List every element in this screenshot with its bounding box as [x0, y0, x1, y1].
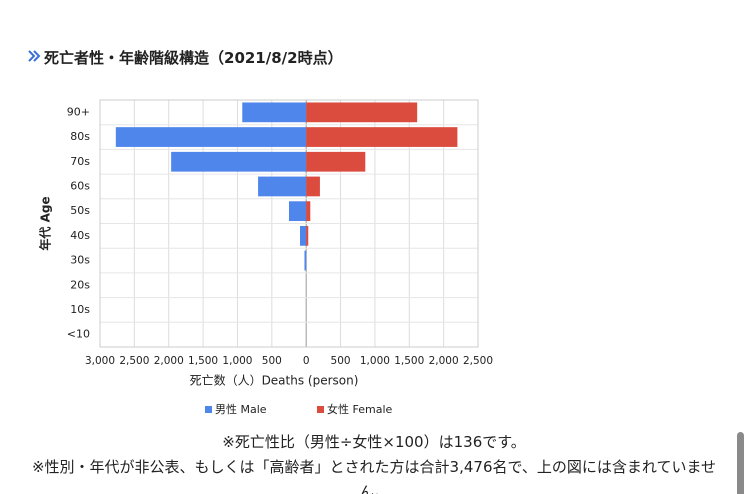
chart: 3,000 2,500 2,000 1,500 1,000 500 0 500 1,000 1,5… [38, 99, 493, 416]
bar [306, 201, 311, 222]
legend-label: 男性 Male [215, 402, 267, 416]
scrollbar[interactable] [737, 432, 744, 494]
bar [306, 127, 458, 147]
x-tick-label: 2,500 [119, 355, 149, 367]
plot-border [99, 99, 479, 348]
note: ※死亡性比（男性÷女性×100）は136です。 [222, 433, 526, 451]
bar [115, 127, 307, 147]
x-tick-label: 500 [331, 355, 351, 367]
y-tick-label: 20s [70, 278, 90, 291]
x-tick-label: 1,500 [188, 355, 218, 367]
note: ※性別・年代が非公表、もしくは「高齢者」とされた方は合計3,476名で、上の図に… [31, 458, 716, 494]
x-tick-label: 2,000 [154, 355, 184, 367]
bar [258, 176, 307, 197]
bar [289, 201, 307, 222]
bar [306, 151, 366, 172]
x-tick-label: 500 [262, 355, 282, 367]
x-axis-label: 死亡数（人）Deaths (person) [190, 373, 359, 388]
title-icon [28, 50, 41, 62]
y-tick-label: 10s [70, 303, 90, 316]
bar [306, 176, 320, 197]
x-tick-label: 1,000 [222, 355, 252, 367]
y-tick-label: 40s [70, 229, 90, 242]
y-axis-label: 年代 Age [38, 196, 53, 250]
x-tick-label: 2,500 [463, 355, 493, 367]
legend-swatch [205, 406, 212, 413]
bar [171, 151, 307, 172]
y-tick-label: 50s [70, 204, 90, 217]
legend-label: 女性 Female [327, 402, 393, 416]
y-tick-label: 30s [70, 254, 90, 267]
bar [306, 225, 309, 246]
x-tick-label: 2,000 [429, 355, 459, 367]
bar [242, 102, 307, 123]
x-tick-label: 1,000 [360, 355, 390, 367]
x-tick-label: 3,000 [85, 355, 115, 367]
x-tick-label: 1,500 [394, 355, 424, 367]
title: 死亡者性・年齢階級構造（2021/8/2時点） [44, 49, 343, 67]
y-tick-label: 80s [70, 130, 90, 143]
bar [299, 225, 307, 246]
y-tick-label: 90+ [67, 105, 90, 118]
notes: ※死亡性比（男性÷女性×100）は136です。 ※性別・年代が非公表、もしくは「… [20, 430, 728, 494]
x-tick-label: 0 [303, 355, 310, 367]
bar [306, 102, 418, 123]
legend-swatch [317, 406, 324, 413]
y-tick-label: 70s [70, 155, 90, 168]
y-tick-label: 60s [70, 179, 90, 192]
y-tick-label: <10 [67, 328, 90, 341]
bar [304, 250, 307, 271]
